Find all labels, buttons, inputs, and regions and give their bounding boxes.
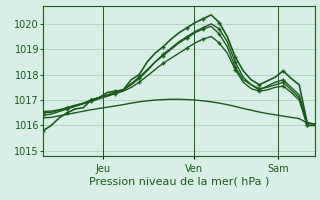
X-axis label: Pression niveau de la mer( hPa ): Pression niveau de la mer( hPa ) <box>89 176 269 186</box>
